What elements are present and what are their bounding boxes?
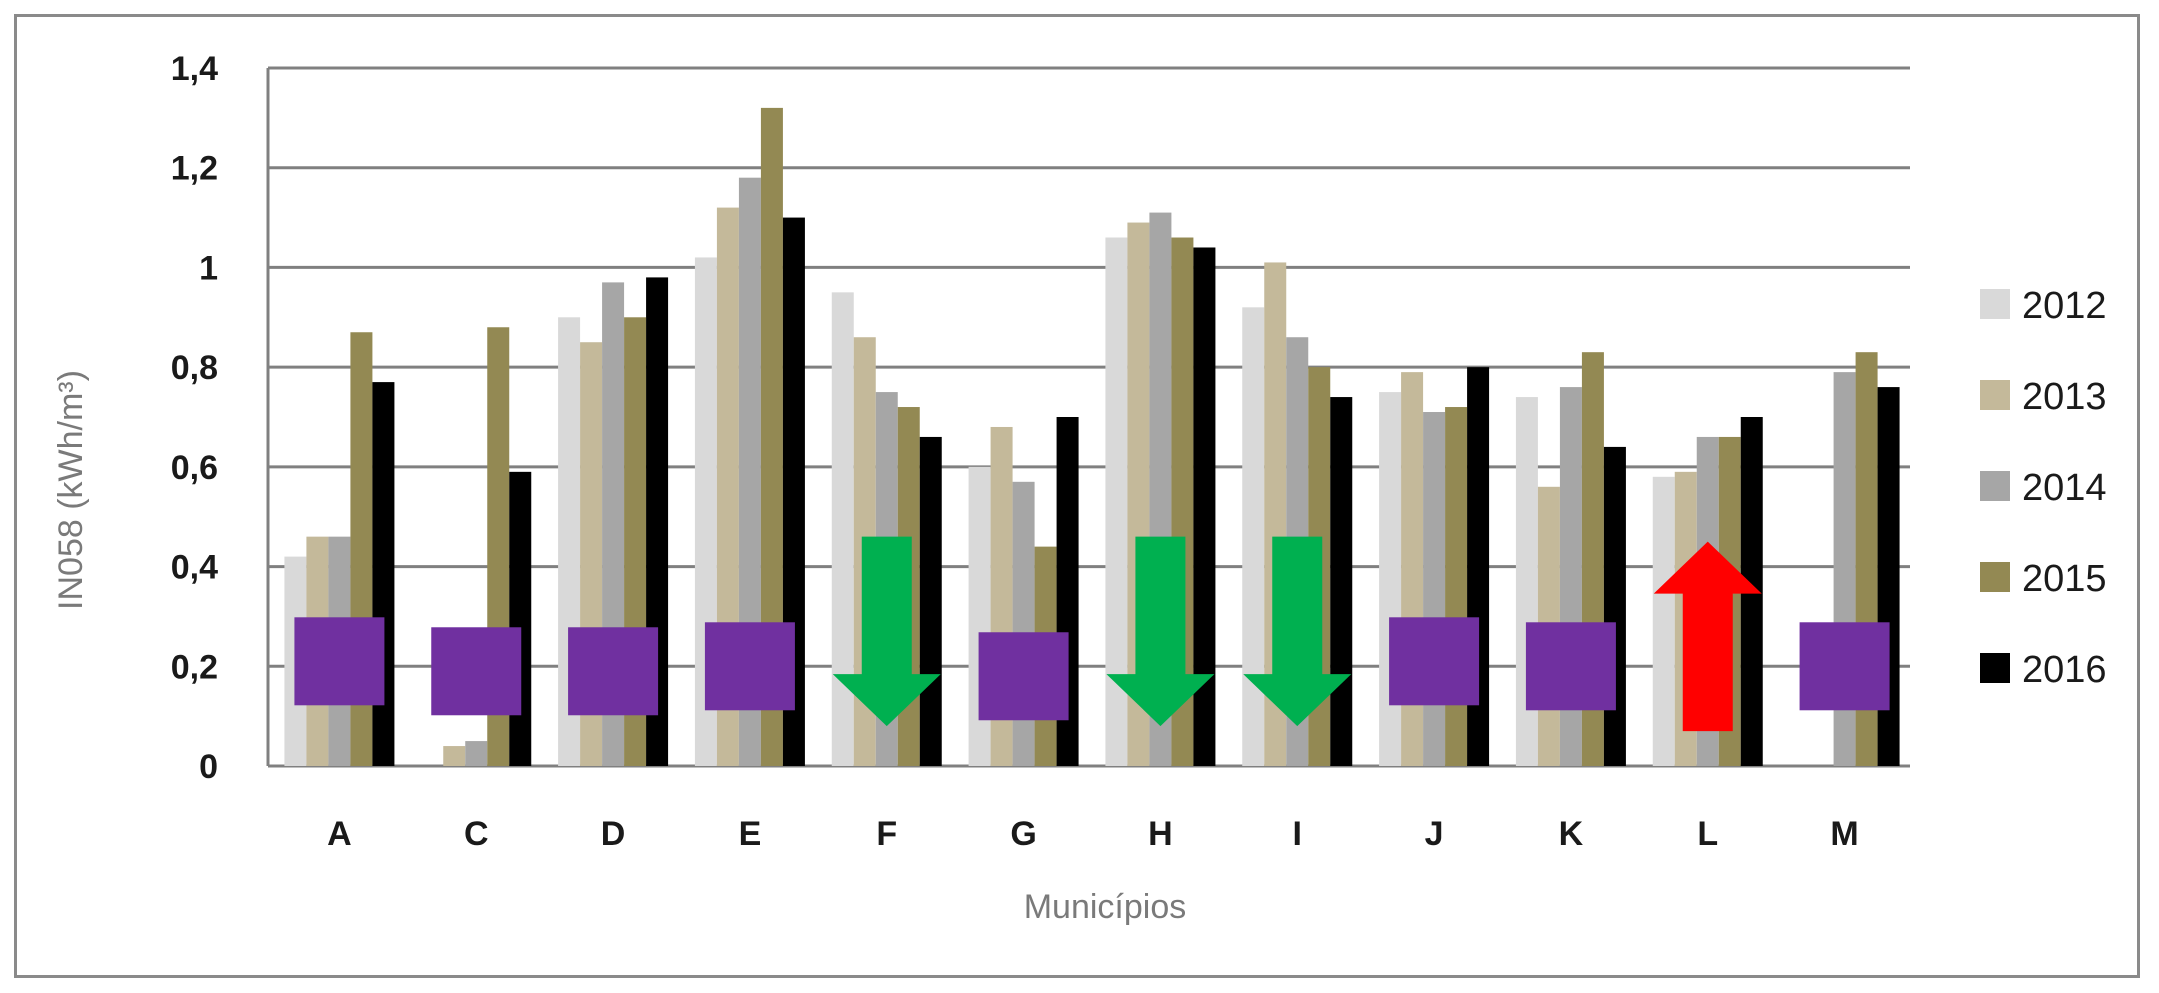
y-axis-ticks: 0 0,2 0,4 0,6 0,8 1 1,2 1,4 [171, 50, 218, 786]
bar-2016-C [509, 471, 532, 766]
x-axis-title: Municípios [1024, 888, 1187, 926]
purple-square-marker [1389, 617, 1480, 706]
purple-square-marker [294, 617, 385, 706]
y-axis-title: IN058 (kWh/m³) [52, 370, 90, 610]
x-category-label: H [1148, 815, 1173, 853]
gridlines [266, 66, 1910, 768]
bar-2012-L [1652, 476, 1675, 766]
x-category-label: G [1010, 815, 1036, 853]
purple-square-marker [704, 622, 795, 711]
legend-label-2016: 2016 [2022, 649, 2107, 691]
bar-2015-E [760, 107, 783, 766]
x-category-label: E [739, 815, 762, 853]
bar-2013-J [1401, 372, 1424, 766]
bar-2012-J [1379, 392, 1402, 766]
y-tick-label: 0,2 [171, 648, 218, 686]
bar-2012-I [1242, 307, 1265, 766]
legend-label-2015: 2015 [2022, 558, 2107, 600]
red-up-arrow [1653, 541, 1762, 732]
y-tick-label: 1 [199, 249, 218, 287]
x-category-label: K [1559, 815, 1584, 853]
x-category-label: J [1425, 815, 1444, 853]
bar-2016-J [1467, 367, 1490, 766]
bar-2014-G [1012, 481, 1035, 766]
x-category-label: C [464, 815, 489, 853]
bar-2014-J [1423, 412, 1446, 766]
legend-swatch-2013 [1980, 380, 2010, 410]
bar-2016-A [372, 382, 395, 766]
x-category-label: L [1697, 815, 1718, 853]
legend-label-2012: 2012 [2022, 285, 2107, 327]
y-tick-label: 0,8 [171, 349, 218, 387]
purple-square-marker [568, 627, 659, 716]
y-tick-label: 1,2 [171, 150, 218, 188]
x-category-label: A [327, 815, 352, 853]
legend-swatch-2014 [1980, 471, 2010, 501]
bar-2016-K [1603, 446, 1626, 766]
legend-swatch-2015 [1980, 562, 2010, 592]
green-down-arrow [832, 536, 941, 727]
markers-layer [294, 536, 1890, 732]
legend-label-2014: 2014 [2022, 467, 2107, 509]
legend-swatch-2012 [1980, 289, 2010, 319]
x-category-label: M [1830, 815, 1858, 853]
legend-label-2013: 2013 [2022, 376, 2107, 418]
bar-2016-I [1330, 397, 1353, 766]
bar-2013-C [443, 746, 466, 766]
bar-2014-E [738, 177, 761, 766]
y-tick-label: 0,4 [171, 549, 218, 587]
green-down-arrow [1243, 536, 1352, 727]
bar-2012-K [1515, 397, 1538, 766]
bar-2015-J [1445, 407, 1468, 766]
bar-2012-F [831, 292, 854, 766]
purple-square-marker [978, 632, 1069, 721]
y-tick-label: 1,4 [171, 50, 218, 88]
legend-swatch-2016 [1980, 653, 2010, 683]
x-category-label: D [601, 815, 626, 853]
y-tick-label: 0 [199, 748, 218, 786]
bar-2012-G [968, 466, 991, 766]
purple-square-marker [1799, 622, 1890, 711]
y-tick-label: 0,6 [171, 449, 218, 487]
green-down-arrow [1106, 536, 1215, 727]
x-category-label: F [876, 815, 897, 853]
legend: 2012 2013 2014 2015 2016 [1980, 285, 2107, 691]
purple-square-marker [1525, 622, 1616, 711]
bar-2012-H [1105, 237, 1128, 766]
purple-square-marker [431, 627, 522, 716]
bar-2016-F [919, 436, 942, 766]
x-category-label: I [1293, 815, 1302, 853]
bar-2014-C [465, 741, 488, 766]
bar-2016-H [1193, 247, 1216, 766]
